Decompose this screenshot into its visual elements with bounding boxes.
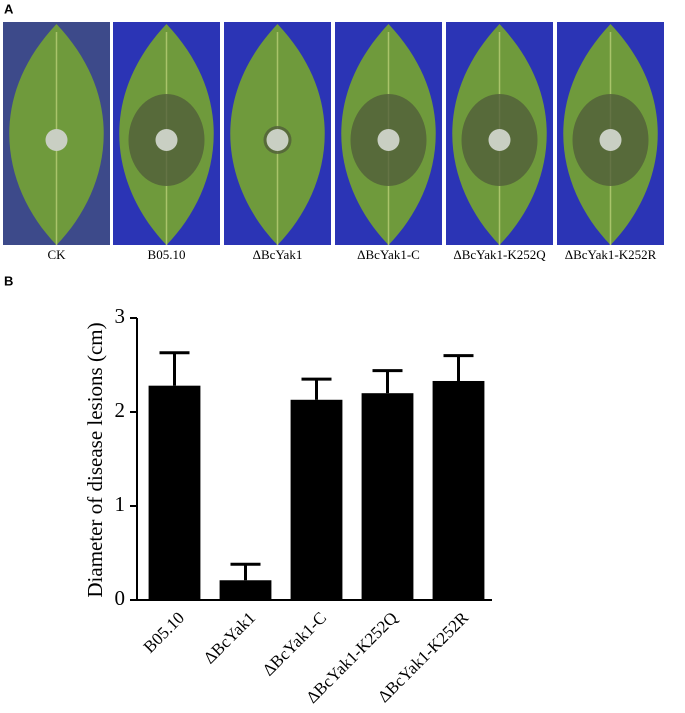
photo-caption: B05.10: [148, 247, 186, 262]
photo-caption: ΔBcYak1: [253, 247, 303, 262]
bar: [432, 380, 485, 600]
photo-caption: ΔBcYak1-K252R: [565, 247, 657, 262]
photo-caption: ΔBcYak1-C: [357, 247, 420, 262]
panel-label: B: [4, 273, 13, 288]
bar: [219, 580, 272, 600]
bar: [290, 399, 343, 600]
bar: [361, 393, 414, 600]
y-tick-label: 0: [115, 586, 126, 610]
photo-caption: ΔBcYak1-K252Q: [453, 247, 546, 262]
panel-label: A: [4, 1, 14, 16]
inoculum-disc: [377, 129, 400, 151]
inoculum-disc: [599, 129, 622, 151]
inoculum-disc: [488, 129, 511, 151]
y-tick-label: 1: [115, 492, 126, 516]
x-tick-label: B05.10: [140, 608, 189, 657]
inoculum-disc: [266, 129, 289, 151]
y-tick-label: 3: [115, 304, 126, 328]
photo-caption: CK: [47, 247, 66, 262]
x-tick-label: ΔBcYak1-C: [259, 608, 330, 679]
y-axis-label: Diameter of disease lesions (cm): [83, 322, 107, 597]
x-tick-label: ΔBcYak1: [200, 608, 259, 667]
bar: [148, 385, 201, 600]
y-tick-label: 2: [115, 398, 126, 422]
inoculum-disc: [45, 129, 68, 151]
photo-row: [3, 22, 664, 245]
inoculum-disc: [155, 129, 178, 151]
